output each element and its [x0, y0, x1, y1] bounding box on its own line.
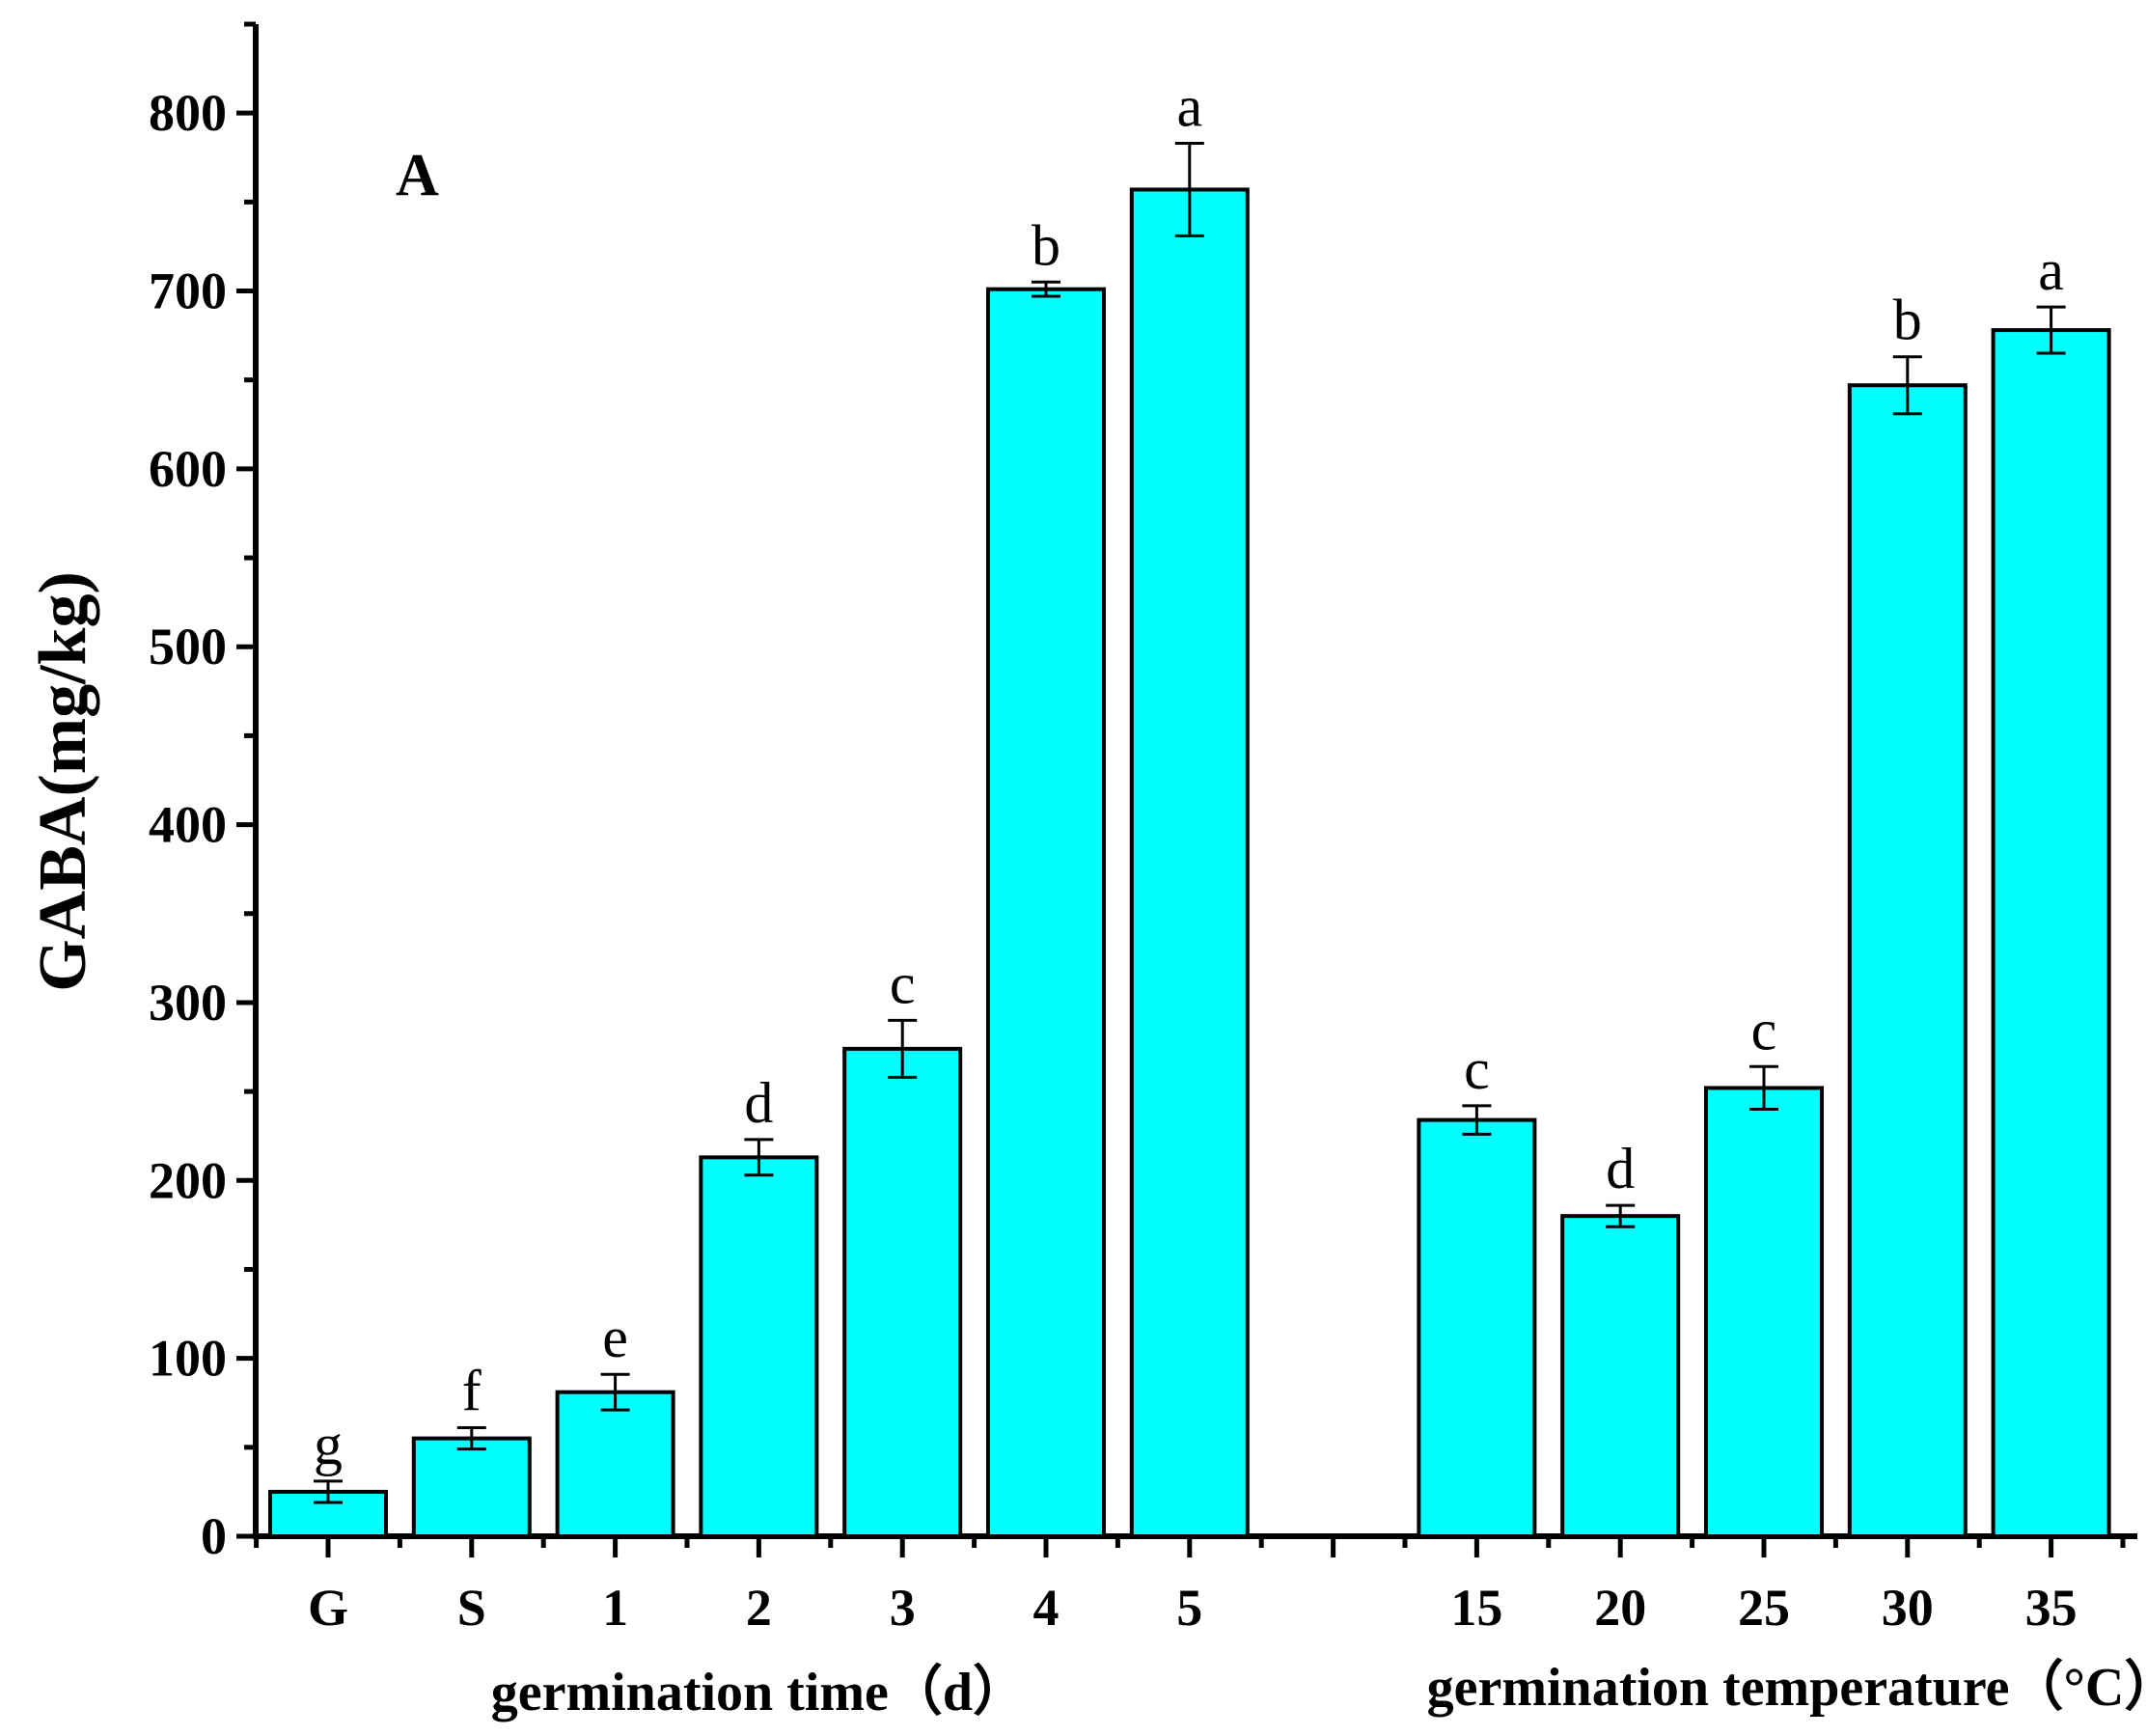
y-tick-label: 100 — [149, 1330, 227, 1388]
x-tick-label: 15 — [1450, 1579, 1502, 1637]
y-tick-label: 800 — [149, 84, 227, 142]
x-tick-label: 2 — [746, 1579, 772, 1637]
bars — [268, 142, 2111, 1539]
significance-letter: d — [744, 1071, 773, 1135]
bar — [986, 287, 1106, 1538]
y-tick-label: 500 — [149, 618, 227, 675]
x-tick-label: 20 — [1594, 1579, 1646, 1637]
x-tick-label: G — [308, 1579, 348, 1637]
y-tick-label: 700 — [149, 262, 227, 320]
x-tick-label: S — [457, 1579, 486, 1637]
bar — [1129, 187, 1250, 1538]
significance-letter: d — [1606, 1137, 1635, 1200]
significance-letter: b — [1893, 289, 1922, 352]
significance-letter: e — [602, 1306, 628, 1369]
y-tick-label: 300 — [149, 974, 227, 1032]
bar — [842, 1046, 963, 1538]
significance-letter: a — [1176, 75, 1202, 139]
significance-letter: c — [890, 951, 916, 1015]
x-tick-label: 1 — [602, 1579, 628, 1637]
bar — [555, 1390, 675, 1538]
x-tick-label: 25 — [1738, 1579, 1790, 1637]
bar — [1991, 328, 2111, 1539]
significance-letter: c — [1751, 998, 1777, 1061]
bar — [699, 1155, 819, 1538]
panel-label: A — [396, 143, 439, 208]
y-axis-title: GABA(mg/kg) — [26, 571, 100, 992]
significance-letter: c — [1464, 1037, 1490, 1101]
significance-letter: b — [1032, 213, 1060, 277]
bar — [1847, 383, 1968, 1539]
significance-letter: a — [2038, 238, 2064, 302]
x-tick-label: 5 — [1176, 1579, 1202, 1637]
x-tick-label: 3 — [890, 1579, 916, 1637]
bar — [411, 1436, 532, 1538]
y-tick-label: 400 — [149, 796, 227, 854]
bar — [1560, 1214, 1681, 1538]
x-tick-label: 35 — [2025, 1579, 2078, 1637]
x-axis-title-time: germination time（d） — [491, 1662, 1027, 1722]
significance-letter: f — [462, 1360, 482, 1423]
y-tick-label: 0 — [201, 1507, 227, 1565]
y-tick-label: 600 — [149, 440, 227, 498]
x-tick-label: 4 — [1033, 1579, 1060, 1637]
x-axis-title-temperature: germination temperature（°C） — [1427, 1657, 2147, 1718]
bar — [1417, 1117, 1537, 1539]
y-tick-label: 200 — [149, 1151, 227, 1209]
bar — [1704, 1086, 1824, 1538]
x-tick-label: 30 — [1882, 1579, 1934, 1637]
significance-letter: g — [314, 1413, 343, 1476]
labels: 0 100 200 300 400 500 600 700 800 g Gf Se 1 d 2 c 3 b 4 a 5 g… — [149, 75, 2147, 1722]
